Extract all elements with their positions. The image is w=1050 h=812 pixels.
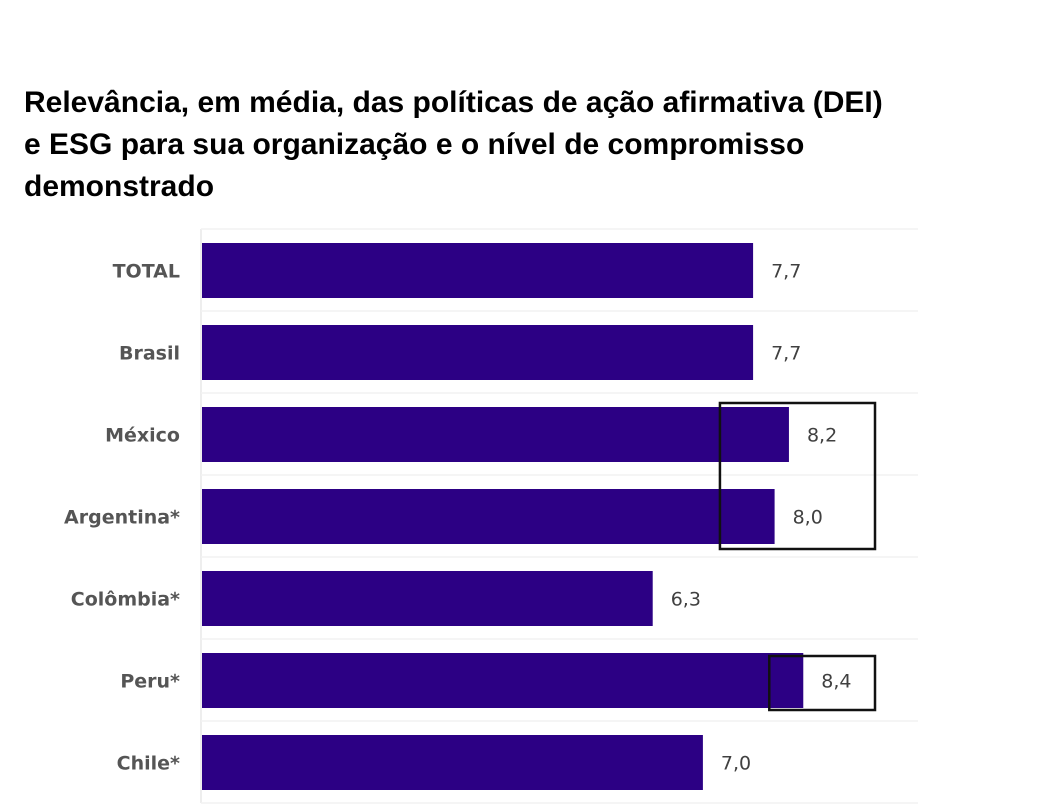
value-label: 8,4 [821,671,851,693]
value-label: 8,2 [807,425,837,447]
category-labels: TOTAL Brasil México Argentina* Colômbia* Peru… [64,261,180,775]
title-line-3: demonstrado [24,170,215,203]
category-label: Colômbia* [71,589,180,611]
highlight-box [718,401,877,551]
title-line-2: e ESG para sua organização e o nível de … [24,128,805,161]
value-label: 7,7 [771,261,801,283]
title-line-1: Relevância, em média, das políticas de a… [24,86,883,119]
bar-argentina [202,489,775,544]
bar-peru [202,653,804,708]
highlight-boxes [718,401,877,712]
bar-chile [202,735,703,790]
bar-brasil [202,325,754,380]
highlight-box [768,654,877,712]
bar-méxico [202,407,789,462]
bar-total [202,243,754,298]
value-label: 7,7 [771,343,801,365]
category-label: Peru* [120,671,180,693]
value-labels: 7,7 7,7 8,2 8,0 6,3 8,4 7,0 [671,261,852,775]
category-label: Brasil [119,343,180,365]
category-label: Argentina* [64,507,180,529]
bar-colômbia [202,571,653,626]
value-label: 8,0 [793,507,823,529]
category-label: Chile* [117,753,180,775]
category-label: TOTAL [113,261,180,283]
value-label: 6,3 [671,589,701,611]
bars [202,243,804,790]
gridlines [200,228,918,804]
chart-title: Relevância, em média, das políticas de a… [24,82,1024,208]
category-label: México [105,425,180,447]
value-label: 7,0 [721,753,751,775]
